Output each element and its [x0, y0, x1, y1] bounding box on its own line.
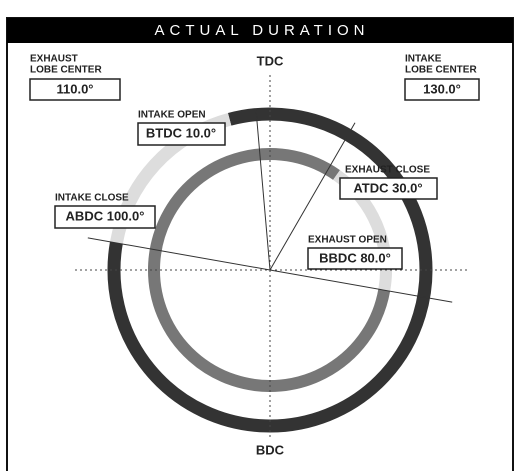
timing-lines	[87, 110, 453, 303]
field-label: INTAKE	[405, 54, 442, 65]
exhaust-close: EXHAUST CLOSE ATDC 30.0°	[339, 165, 438, 200]
tdc-label: TDC	[257, 53, 284, 68]
field-label: EXHAUST	[30, 54, 78, 65]
field-label: EXHAUST CLOSE	[345, 165, 430, 176]
exhaust-open: EXHAUST OPEN BBDC 80.0°	[307, 235, 403, 270]
timing-line	[269, 122, 356, 271]
title-bar	[7, 18, 513, 43]
intake-open: INTAKE OPEN BTDC 10.0°	[137, 110, 226, 146]
field-label: INTAKE CLOSE	[55, 193, 129, 204]
bdc-label: BDC	[256, 442, 285, 457]
timing-line	[269, 269, 453, 303]
value-box	[339, 177, 438, 200]
ring-segment	[148, 148, 391, 392]
value-box	[54, 205, 156, 229]
value-box	[404, 78, 480, 101]
field-label: EXHAUST OPEN	[308, 235, 387, 246]
intake-close: INTAKE CLOSE ABDC 100.0°	[54, 193, 156, 229]
field-value: ABDC 100.0°	[66, 208, 145, 223]
timing-line	[87, 237, 271, 271]
field-value: 130.0°	[423, 81, 461, 96]
field-value: 110.0°	[56, 81, 93, 96]
field-value: BTDC 10.0°	[146, 125, 216, 140]
field-label: INTAKE OPEN	[138, 110, 206, 121]
value-box	[137, 122, 226, 146]
field-value: ATDC 30.0°	[353, 180, 422, 195]
value-box	[29, 78, 121, 101]
crosshair	[75, 75, 470, 440]
title: ACTUAL DURATION	[154, 22, 369, 39]
value-box	[307, 247, 403, 270]
ring-segment	[107, 107, 433, 433]
intake-lobe-center: INTAKE LOBE CENTER 130.0°	[404, 54, 480, 101]
field-label: LOBE CENTER	[405, 65, 477, 76]
field-value: BBDC 80.0°	[319, 250, 391, 265]
exhaust-lobe-center: EXHAUST LOBE CENTER 110.0°	[29, 54, 121, 101]
field-label: LOBE CENTER	[30, 65, 102, 76]
timing-line	[255, 110, 271, 271]
